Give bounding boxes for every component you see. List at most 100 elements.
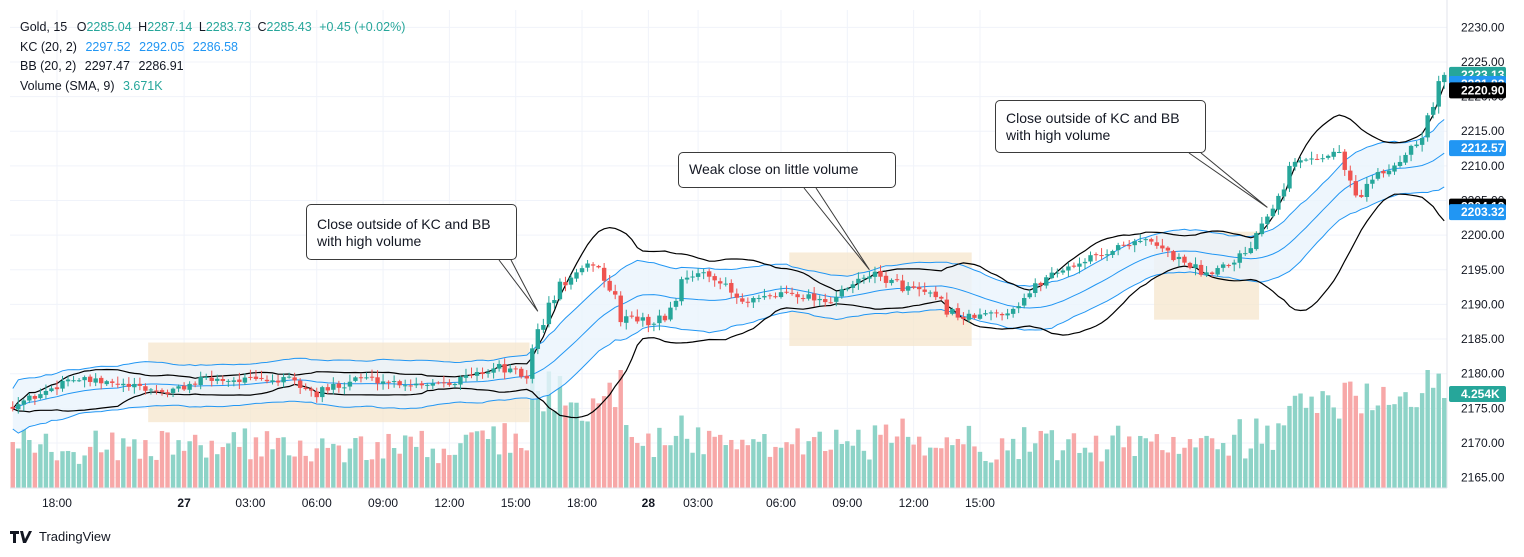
volume-bar <box>98 452 104 488</box>
volume-bar <box>1408 406 1414 488</box>
volume-bar <box>507 452 513 488</box>
candle-body <box>1066 266 1071 271</box>
candle-body <box>507 368 513 373</box>
volume-bar <box>773 446 778 488</box>
candle-body <box>425 384 430 386</box>
volume-bar <box>165 432 170 488</box>
volume-bar <box>198 445 203 488</box>
candle-body <box>10 406 15 409</box>
volume-bar <box>850 445 856 488</box>
candle-body <box>1419 138 1425 145</box>
volume-bar <box>447 455 452 488</box>
volume-bar <box>983 460 988 488</box>
volume-bar <box>806 441 811 488</box>
candle-body <box>618 295 623 323</box>
candle-body <box>1276 195 1281 210</box>
candle-body <box>668 307 673 320</box>
candle-body <box>159 390 165 392</box>
volume-bar <box>132 439 137 488</box>
volume-bar <box>1270 449 1276 488</box>
candle-body <box>502 364 507 373</box>
volume-bar <box>474 431 480 488</box>
candle-body <box>220 379 225 382</box>
candle-body <box>126 383 132 387</box>
tradingview-logo[interactable]: TradingView <box>10 529 111 544</box>
volume-bar <box>1303 407 1309 488</box>
candle-body <box>347 381 353 387</box>
candle-body <box>1038 282 1043 286</box>
callout-breakout-1-text: Close outside of KC and BB with high vol… <box>317 216 491 249</box>
volume-bar <box>745 445 751 488</box>
candlesticks <box>10 72 1447 414</box>
candle-body <box>1298 160 1303 163</box>
candle-body <box>1270 208 1276 217</box>
volume-bar <box>1232 434 1237 488</box>
candle-body <box>695 273 701 277</box>
volume-bar <box>281 437 286 488</box>
volume-bar <box>309 461 314 488</box>
candle-body <box>54 387 60 390</box>
legend-ohlc-row: Gold, 15 O2285.04 H2287.14 L2283.73 C228… <box>20 18 405 38</box>
volume-bar <box>480 430 485 488</box>
volume-bar <box>1386 404 1392 488</box>
candle-body <box>541 325 546 330</box>
volume-bar <box>795 428 800 488</box>
candle-body <box>1403 154 1408 163</box>
volume-bar <box>1298 393 1303 488</box>
volume-bar <box>679 415 684 488</box>
candle-body <box>524 375 529 379</box>
candle-body <box>320 387 325 398</box>
candle-body <box>1287 165 1292 189</box>
y-tick-label: 2200.00 <box>1461 228 1505 242</box>
volume-bar <box>148 456 154 488</box>
volume-bar <box>1038 430 1043 488</box>
candle-body <box>530 348 535 379</box>
candle-body <box>353 377 358 381</box>
candle-body <box>181 385 187 390</box>
volume-bar <box>1419 393 1425 488</box>
candle-body <box>1055 272 1060 274</box>
candle-body <box>209 377 214 381</box>
candle-body <box>1359 195 1364 197</box>
volume-bar <box>1160 450 1165 488</box>
candle-body <box>994 312 999 314</box>
x-tick-label: 18:00 <box>567 496 597 510</box>
candle-body <box>292 377 297 381</box>
candle-body <box>436 382 441 384</box>
volume-bar <box>126 446 132 488</box>
candle-body <box>264 379 270 382</box>
volume-bar <box>839 443 845 488</box>
candle-body <box>950 308 955 314</box>
candle-body <box>1237 253 1242 263</box>
volume-bar <box>358 436 364 488</box>
candle-body <box>966 313 972 320</box>
volume-bar <box>502 423 507 488</box>
volume-bar <box>226 443 231 488</box>
volume-bar <box>784 442 789 488</box>
candle-body <box>800 298 806 300</box>
volume-bar <box>872 425 878 488</box>
volume-bar <box>751 439 756 488</box>
volume-bar <box>541 411 546 488</box>
volume-bar <box>436 463 441 488</box>
volume-bar <box>607 382 612 488</box>
legend-low-value: 2283.73 <box>205 20 251 34</box>
volume-bar <box>651 457 657 488</box>
candle-body <box>1248 248 1253 254</box>
volume-bar <box>585 421 590 488</box>
legend-kc-lower: 2286.58 <box>192 39 238 54</box>
candle-body <box>1027 293 1032 298</box>
candle-body <box>944 299 950 315</box>
volume-bar <box>988 462 994 488</box>
candle-body <box>839 289 845 297</box>
volume-bar <box>1430 387 1436 488</box>
candle-body <box>922 289 927 292</box>
volume-bar <box>1254 418 1259 488</box>
volume-bar <box>574 402 579 488</box>
volume-bar <box>1226 455 1231 488</box>
candle-body <box>253 376 259 379</box>
volume-bar <box>325 447 330 488</box>
kc-band-fill <box>12 119 1445 434</box>
candle-body <box>331 383 336 390</box>
